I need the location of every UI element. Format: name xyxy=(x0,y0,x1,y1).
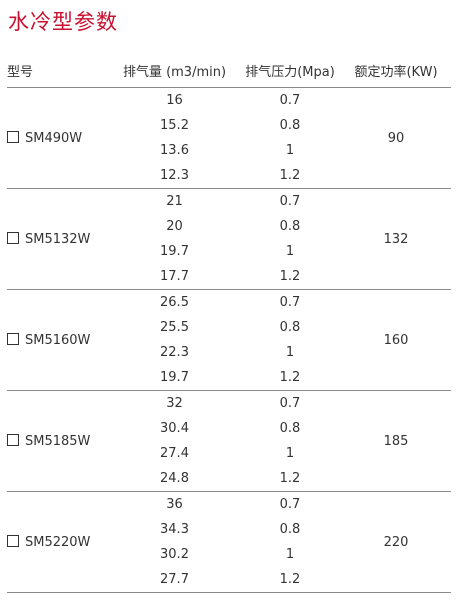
table-row: SM490W 16 0.7 90 xyxy=(7,87,451,189)
header-pressure: 排气压力(Mpa) xyxy=(239,54,341,88)
model-name: SM5132W xyxy=(25,231,91,247)
header-power: 额定功率(KW) xyxy=(341,54,451,88)
pressure-cell: 0.7 xyxy=(279,295,301,310)
power-cell: 90 xyxy=(341,87,451,189)
pressure-cell: 0.8 xyxy=(279,219,301,234)
model-checkbox[interactable] xyxy=(7,535,19,547)
table-row: 30.2 1 xyxy=(7,542,451,567)
pressure-cell: 1 xyxy=(285,345,295,360)
header-flow: 排气量 (m3/min) xyxy=(110,54,239,88)
model-name: SM5220W xyxy=(25,534,91,550)
table-row: 12.3 1.2 xyxy=(7,163,451,189)
table-row: 13.6 1 xyxy=(7,138,451,163)
table-row: 15.2 0.8 xyxy=(7,113,451,138)
power-cell: 160 xyxy=(341,289,451,391)
model-checkbox[interactable] xyxy=(7,434,19,446)
model-checkbox[interactable] xyxy=(7,333,19,345)
flow-cell: 15.2 xyxy=(160,118,189,133)
flow-cell: 22.3 xyxy=(160,345,189,360)
model-name: SM5160W xyxy=(25,332,91,348)
model-cell: SM490W xyxy=(7,87,110,189)
flow-cell: 24.8 xyxy=(110,466,239,492)
model-name: SM5185W xyxy=(25,433,91,449)
pressure-cell: 0.7 xyxy=(279,497,301,512)
pressure-cell: 0.7 xyxy=(279,194,301,209)
pressure-cell: 0.8 xyxy=(279,320,301,335)
spec-table: 型号 排气量 (m3/min) 排气压力(Mpa) 额定功率(KW) SM490… xyxy=(7,54,451,593)
flow-cell: 27.4 xyxy=(160,446,189,461)
table-row: 27.7 1.2 xyxy=(7,567,451,593)
pressure-cell: 1.2 xyxy=(239,163,341,189)
flow-cell: 21 xyxy=(166,194,183,209)
model-checkbox[interactable] xyxy=(7,131,19,143)
model-cell: SM5160W xyxy=(7,289,110,391)
table-row: 25.5 0.8 xyxy=(7,315,451,340)
power-cell: 185 xyxy=(341,390,451,492)
header-row: 型号 排气量 (m3/min) 排气压力(Mpa) 额定功率(KW) xyxy=(7,54,451,88)
flow-cell: 36 xyxy=(166,497,183,512)
table-row: 30.4 0.8 xyxy=(7,416,451,441)
flow-cell: 25.5 xyxy=(160,320,189,335)
pressure-cell: 1.2 xyxy=(239,264,341,290)
table-row: 22.3 1 xyxy=(7,340,451,365)
table-body: SM490W 16 0.7 90 15.2 0.8 13.6 1 12.3 1.2 SM5132W 2… xyxy=(7,87,451,593)
table-row: SM5185W 32 0.7 185 xyxy=(7,390,451,492)
table-row: SM5160W 26.5 0.7 160 xyxy=(7,289,451,391)
flow-cell: 17.7 xyxy=(110,264,239,290)
flow-cell: 30.4 xyxy=(160,421,189,436)
page-title: 水冷型参数 xyxy=(8,10,118,34)
pressure-cell: 0.8 xyxy=(279,421,301,436)
pressure-cell: 0.7 xyxy=(279,93,301,108)
pressure-cell: 1 xyxy=(285,446,295,461)
pressure-cell: 1.2 xyxy=(239,466,341,492)
table-row: 17.7 1.2 xyxy=(7,264,451,290)
pressure-cell: 1 xyxy=(285,143,295,158)
pressure-cell: 1 xyxy=(285,547,295,562)
pressure-cell: 1 xyxy=(285,244,295,259)
pressure-cell: 0.7 xyxy=(279,396,301,411)
table-row: 27.4 1 xyxy=(7,441,451,466)
model-checkbox[interactable] xyxy=(7,232,19,244)
power-cell: 132 xyxy=(341,188,451,290)
pressure-cell: 0.8 xyxy=(279,118,301,133)
flow-cell: 19.7 xyxy=(110,365,239,391)
table-row: 34.3 0.8 xyxy=(7,517,451,542)
pressure-cell: 1.2 xyxy=(239,365,341,391)
flow-cell: 16 xyxy=(166,93,183,108)
table-row: 24.8 1.2 xyxy=(7,466,451,492)
model-cell: SM5220W xyxy=(7,491,110,593)
model-name: SM490W xyxy=(25,130,83,146)
flow-cell: 32 xyxy=(166,396,183,411)
flow-cell: 26.5 xyxy=(160,295,189,310)
table-row: 19.7 1.2 xyxy=(7,365,451,391)
table-row: 20 0.8 xyxy=(7,214,451,239)
pressure-cell: 0.8 xyxy=(279,522,301,537)
table-row: SM5220W 36 0.7 220 xyxy=(7,491,451,593)
flow-cell: 34.3 xyxy=(160,522,189,537)
flow-cell: 20 xyxy=(166,219,183,234)
flow-cell: 27.7 xyxy=(110,567,239,593)
power-cell: 220 xyxy=(341,491,451,593)
model-cell: SM5185W xyxy=(7,390,110,492)
flow-cell: 13.6 xyxy=(160,143,189,158)
pressure-cell: 1.2 xyxy=(239,567,341,593)
table-row: SM5132W 21 0.7 132 xyxy=(7,188,451,290)
flow-cell: 30.2 xyxy=(160,547,189,562)
table-header: 型号 排气量 (m3/min) 排气压力(Mpa) 额定功率(KW) xyxy=(7,54,451,88)
flow-cell: 12.3 xyxy=(110,163,239,189)
header-model: 型号 xyxy=(7,54,110,88)
model-cell: SM5132W xyxy=(7,188,110,290)
flow-cell: 19.7 xyxy=(160,244,189,259)
table-row: 19.7 1 xyxy=(7,239,451,264)
